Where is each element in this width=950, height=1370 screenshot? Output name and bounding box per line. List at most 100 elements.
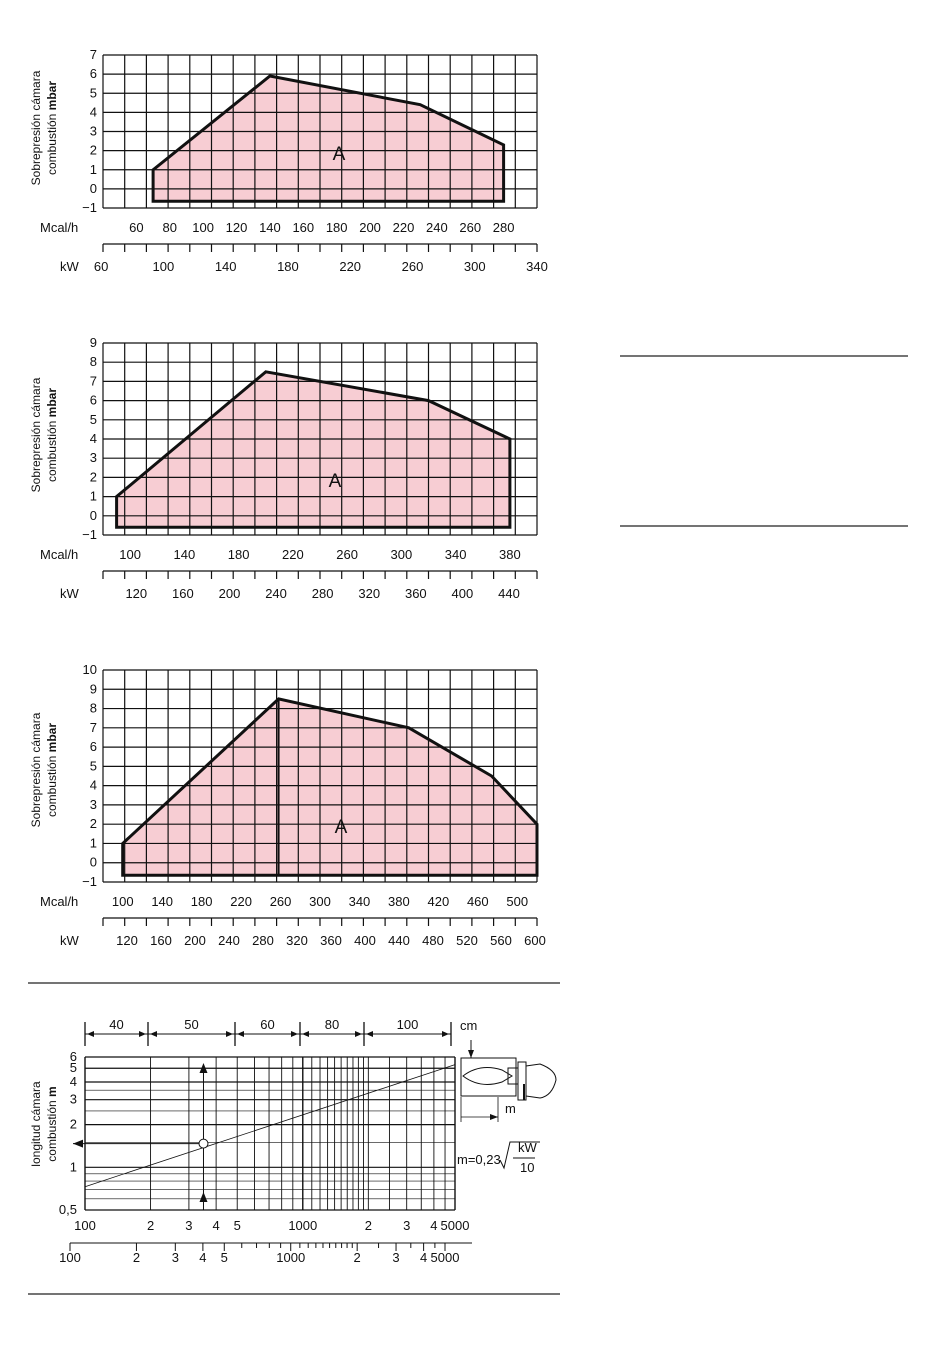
chart-4-arrow-up-icon [199, 1063, 208, 1073]
chart-1-y-tick-label: 3 [90, 124, 97, 139]
chart-1-ylabel-line2-text: combustión [45, 114, 59, 175]
chart-3-mcal-tick-label: 420 [428, 894, 450, 909]
chart-3-mcal-tick-label: 100 [112, 894, 134, 909]
chart-1-x-unit-kw: kW [60, 259, 80, 274]
chart-4-x-tick-label: 4 [212, 1218, 219, 1233]
chart-4-series-line [84, 1064, 456, 1188]
chart-3-y-tick-label: 0 [90, 855, 97, 870]
chart-4-secondary-tick-label: 1000 [276, 1250, 305, 1265]
chart-3-kw-tick-label: 240 [218, 933, 240, 948]
chart-2-kw-tick-label: 160 [172, 586, 194, 601]
chart-1-kw-tick-label: 260 [402, 259, 424, 274]
chart-2-y-tick-label: 0 [90, 508, 97, 523]
chart-2: Sobrepresión cámara combustión mbar Mcal… [29, 335, 538, 601]
chart-3-kw-tick-label: 400 [354, 933, 376, 948]
chart-4-ylabel-unit: m [45, 1086, 59, 1097]
chart-2-region-label: A [329, 471, 342, 492]
chart-3-y-tick-label: 9 [90, 681, 97, 696]
chart-4-secondary-tick-label: 4 [199, 1250, 206, 1265]
chart-2-ylabel-line2-text: combustión [45, 421, 59, 482]
chart-1-y-tick-label: 0 [90, 181, 97, 196]
chart-2-x-unit-kw: kW [60, 586, 80, 601]
chart-1-x-unit-mcal: Mcal/h [40, 220, 78, 235]
chart-4-secondary-tick-label: 3 [392, 1250, 399, 1265]
chart-3-kw-tick-label: 360 [320, 933, 342, 948]
chart-2-kw-tick-label: 360 [405, 586, 427, 601]
chart-4-secondary-tick-label: 2 [354, 1250, 361, 1265]
chart-2-ylabel-line2: combustión mbar [45, 388, 59, 482]
chamber-outline [460, 1057, 517, 1097]
chart-2-kw-tick-label: 280 [312, 586, 334, 601]
chart-3-kw-tick-label: 280 [252, 933, 274, 948]
chart-2-ylabel-line1: Sobrepresión cámara [29, 377, 43, 492]
chart-2-x-unit-mcal: Mcal/h [40, 547, 78, 562]
chart-3-mcal-tick-label: 500 [506, 894, 528, 909]
chart-2-kw-tick-label: 240 [265, 586, 287, 601]
chart-3: Sobrepresión cámara combustión mbar Mcal… [29, 662, 546, 948]
chart-4-marker-point [198, 1138, 209, 1149]
chart-3-kw-tick-label: 440 [388, 933, 410, 948]
chart-1-mcal-tick-label: 260 [459, 220, 481, 235]
chart-3-kw-tick-label: 200 [184, 933, 206, 948]
chart-1-y-tick-label: −1 [82, 200, 97, 215]
chart-2-ylabel-unit: mbar [45, 388, 59, 418]
chart-1-region-label: A [333, 144, 346, 165]
chart-1-operating-boundary [151, 74, 506, 203]
chart-4-ylabel-line2: combustión m [45, 1086, 59, 1161]
sketch-dim-arrow-icon [490, 1114, 498, 1120]
chart-4-x-tick-label: 100 [74, 1218, 96, 1233]
chart-4-secondary-tick-label: 4 [420, 1250, 427, 1265]
chart-3-y-tick-label: 8 [90, 701, 97, 716]
chart-4-y-tick-label: 4 [70, 1074, 77, 1089]
chart-4-top-unit-cm: cm [460, 1018, 477, 1033]
chart-4-ylabel-line2-text: combustión [45, 1100, 59, 1161]
chart-1-kw-tick-label: 300 [464, 259, 486, 274]
chart-1-y-tick-label: 2 [90, 143, 97, 158]
chart-3-y-tick-label: 10 [83, 662, 97, 677]
chart-3-mcal-tick-label: 260 [270, 894, 292, 909]
sqrt-sign-icon [499, 1141, 540, 1170]
chart-1-mcal-tick-label: 100 [192, 220, 214, 235]
chart-4-cm-segment-label: 50 [184, 1017, 198, 1032]
chart-3-y-tick-label: 7 [90, 720, 97, 735]
chart-1-y-tick-label: 1 [90, 162, 97, 177]
chart-4-cm-arrowhead-icon [355, 1031, 362, 1037]
chart-1-kw-tick-label: 220 [339, 259, 361, 274]
chart-3-mcal-tick-label: 460 [467, 894, 489, 909]
chart-1-y-tick-label: 5 [90, 85, 97, 100]
chart-3-kw-tick-label: 320 [286, 933, 308, 948]
chart-3-ylabel-line1: Sobrepresión cámara [29, 712, 43, 827]
chart-1-kw-tick-label: 60 [94, 259, 108, 274]
chart-4-secondary-tick-label: 100 [59, 1250, 81, 1265]
burner-flange-icon [517, 1061, 527, 1101]
chart-2-y-tick-label: 7 [90, 373, 97, 388]
chart-3-kw-tick-label: 120 [116, 933, 138, 948]
chart-3-y-tick-label: −1 [82, 874, 97, 889]
chart-4-arrow-up-lower-icon [199, 1192, 208, 1202]
chart-4-cm-arrowhead-icon [302, 1031, 309, 1037]
burner-body-icon [525, 1063, 557, 1099]
chart-4-arrow-left-icon [73, 1139, 83, 1148]
chart-2-kw-tick-label: 120 [125, 586, 147, 601]
chart-3-ylabel-unit: mbar [45, 723, 59, 753]
chart-2-mcal-tick-label: 300 [391, 547, 413, 562]
chart-3-mcal-tick-label: 380 [388, 894, 410, 909]
chart-3-mcal-tick-label: 220 [230, 894, 252, 909]
chart-4-cm-segment-label: 60 [260, 1017, 274, 1032]
chart-4-y-tick-label: 0,5 [59, 1202, 77, 1217]
chart-4-cm-arrowhead-icon [150, 1031, 157, 1037]
chart-2-y-tick-label: 1 [90, 489, 97, 504]
chart-3-ylabel-line2-text: combustión [45, 756, 59, 817]
chart-2-operating-boundary [115, 370, 512, 529]
chart-2-kw-tick-label: 440 [498, 586, 520, 601]
chart-2-kw-tick-label: 320 [358, 586, 380, 601]
chart-1-y-tick-label: 4 [90, 104, 97, 119]
chart-3-mcal-tick-label: 180 [191, 894, 213, 909]
chart-3-kw-tick-label: 160 [150, 933, 172, 948]
chart-1-kw-tick-label: 340 [526, 259, 548, 274]
chart-4-y-tick-label: 5 [70, 1060, 77, 1075]
chart-1-mcal-tick-label: 240 [426, 220, 448, 235]
chart-4-y-tick-label: 1 [70, 1159, 77, 1174]
chart-4-x-tick-label: 3 [403, 1218, 410, 1233]
